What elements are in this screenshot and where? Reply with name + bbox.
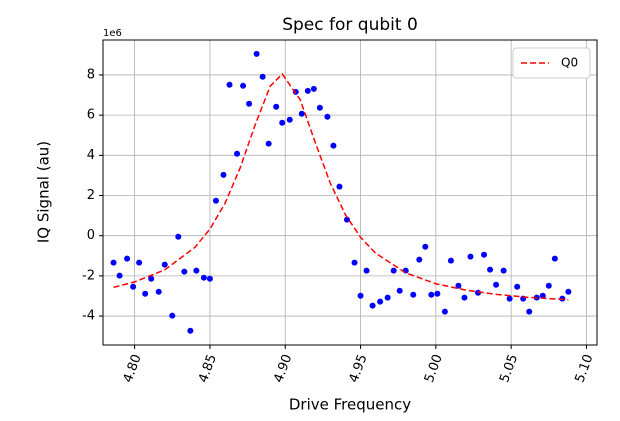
- data-point: [193, 267, 200, 274]
- data-point: [304, 87, 311, 94]
- data-point: [279, 119, 286, 126]
- data-point: [273, 103, 280, 110]
- data-point: [142, 290, 149, 297]
- legend-box: [512, 47, 591, 79]
- data-point: [220, 171, 227, 178]
- data-point: [461, 294, 468, 301]
- data-point: [441, 308, 448, 315]
- data-point: [181, 268, 188, 275]
- data-point: [545, 282, 552, 289]
- data-point: [330, 142, 337, 149]
- y-tick-label: -4: [82, 309, 95, 324]
- data-point: [310, 85, 317, 92]
- data-point: [246, 100, 253, 107]
- data-point: [187, 327, 194, 334]
- data-point: [526, 308, 533, 315]
- y-tick-label: 4: [87, 148, 95, 163]
- x-axis-label: Drive Frequency: [289, 396, 411, 414]
- fit-line: [113, 72, 569, 301]
- x-tick-label: 5.05: [497, 352, 521, 384]
- data-point: [410, 291, 417, 298]
- data-point: [422, 243, 429, 250]
- data-point: [455, 282, 462, 289]
- data-point: [136, 259, 143, 266]
- data-point: [565, 288, 572, 295]
- data-point: [298, 110, 305, 117]
- data-point: [363, 267, 370, 274]
- legend-label: Q0: [561, 56, 578, 70]
- y-tick-label: 2: [87, 188, 95, 203]
- data-point: [539, 292, 546, 299]
- data-point: [551, 255, 558, 262]
- chart-title: Spec for qubit 0: [282, 15, 418, 35]
- y-tick-label: 6: [87, 108, 95, 123]
- data-point: [253, 50, 260, 57]
- x-tick-label: 4.85: [196, 352, 220, 384]
- data-point: [169, 312, 176, 319]
- data-point: [130, 283, 137, 290]
- data-point: [384, 294, 391, 301]
- plot-frame: [102, 39, 598, 346]
- data-point: [265, 140, 272, 147]
- data-point: [493, 281, 500, 288]
- y-tick-label: 8: [87, 67, 95, 82]
- data-point: [396, 287, 403, 294]
- data-point: [343, 216, 350, 223]
- data-point: [514, 283, 521, 290]
- data-point: [467, 253, 474, 260]
- data-point: [148, 275, 155, 282]
- data-point: [212, 197, 219, 204]
- data-point: [286, 116, 293, 123]
- data-point: [116, 272, 123, 279]
- data-point: [206, 275, 213, 282]
- data-point: [226, 81, 233, 88]
- data-point: [447, 257, 454, 264]
- data-point: [124, 255, 131, 262]
- x-tick-label: 5.10: [573, 352, 597, 384]
- data-point: [200, 274, 207, 281]
- data-point: [336, 183, 343, 190]
- x-tick-label: 4.90: [271, 352, 295, 384]
- data-point: [377, 298, 384, 305]
- data-point: [500, 267, 507, 274]
- data-point: [259, 73, 266, 80]
- data-point: [428, 291, 435, 298]
- y-tick-label: 0: [87, 228, 95, 243]
- data-point: [369, 302, 376, 309]
- data-point: [155, 288, 162, 295]
- y-axis-label: IQ Signal (au): [35, 141, 53, 243]
- data-point: [234, 150, 241, 157]
- data-point: [161, 261, 168, 268]
- data-point: [175, 233, 182, 240]
- data-point: [475, 289, 482, 296]
- data-point: [240, 82, 247, 89]
- data-point: [434, 290, 441, 297]
- data-point: [487, 266, 494, 273]
- data-point: [110, 259, 117, 266]
- data-point: [506, 295, 513, 302]
- data-point: [390, 267, 397, 274]
- y-tick-label: -2: [82, 268, 95, 283]
- data-point: [416, 256, 423, 263]
- data-point: [316, 104, 323, 111]
- x-tick-label: 4.95: [347, 352, 371, 384]
- y-offset-label: 1e6: [103, 28, 122, 39]
- x-tick-label: 4.80: [121, 352, 145, 384]
- data-point: [481, 251, 488, 258]
- x-tick-label: 5.00: [422, 352, 446, 384]
- data-point: [351, 259, 358, 266]
- data-point: [324, 113, 331, 120]
- data-point: [357, 292, 364, 299]
